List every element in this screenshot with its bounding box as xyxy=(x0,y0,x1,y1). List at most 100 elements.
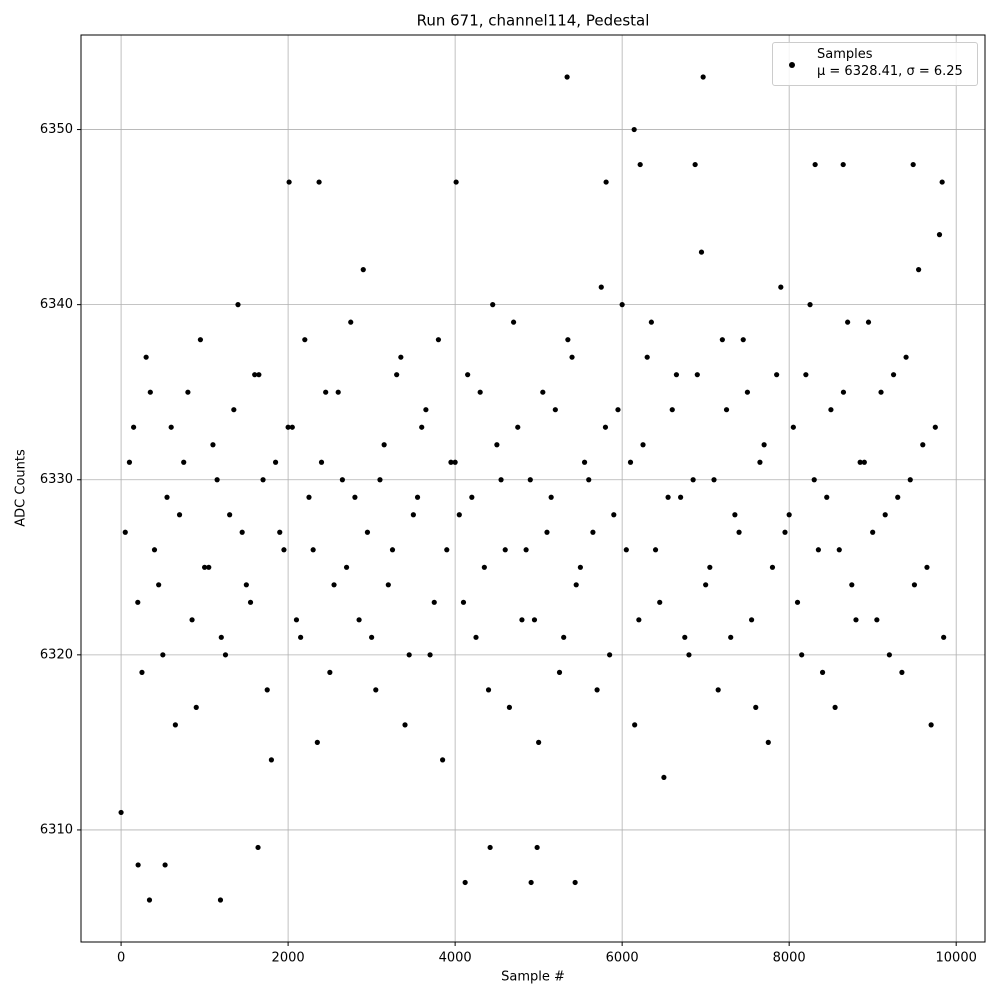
data-point xyxy=(861,459,867,465)
x-tick-label: 4000 xyxy=(439,951,472,966)
data-point xyxy=(673,372,680,378)
data-point xyxy=(536,739,542,745)
data-point xyxy=(406,652,412,658)
data-point xyxy=(853,617,859,623)
data-point xyxy=(135,599,141,605)
data-point xyxy=(840,161,846,168)
data-point xyxy=(160,652,166,658)
data-point xyxy=(448,459,454,465)
data-point xyxy=(865,319,872,325)
data-point xyxy=(910,161,916,168)
data-point xyxy=(807,302,813,308)
data-point xyxy=(394,372,400,378)
data-point xyxy=(277,529,283,535)
data-point xyxy=(857,459,863,465)
data-point xyxy=(176,512,183,518)
data-point xyxy=(652,547,659,553)
data-point xyxy=(218,634,224,640)
data-point xyxy=(786,512,792,518)
data-point xyxy=(168,424,174,430)
data-point xyxy=(736,529,742,535)
data-point xyxy=(544,529,550,535)
data-point xyxy=(540,389,546,395)
data-point xyxy=(552,407,558,413)
data-point xyxy=(485,687,492,693)
data-point xyxy=(189,617,195,623)
data-point xyxy=(126,459,133,465)
data-point xyxy=(527,477,533,483)
y-tick-label: 6310 xyxy=(40,822,73,837)
data-point xyxy=(201,564,208,570)
data-point xyxy=(836,547,842,553)
data-point xyxy=(410,512,416,518)
data-point xyxy=(611,512,617,518)
data-point xyxy=(369,634,375,640)
data-point xyxy=(665,494,671,500)
data-point xyxy=(286,179,292,185)
data-point xyxy=(510,319,517,325)
data-point xyxy=(753,704,759,710)
data-point xyxy=(924,564,930,570)
data-point xyxy=(217,897,224,903)
data-point xyxy=(327,669,333,675)
data-point xyxy=(870,529,876,535)
y-axis-label: ADC Counts xyxy=(14,449,29,527)
data-point xyxy=(206,564,212,570)
legend: Samples μ = 6328.41, σ = 6.25 xyxy=(772,42,978,86)
data-point xyxy=(314,739,320,745)
data-point xyxy=(657,599,663,605)
data-point xyxy=(723,407,730,413)
data-point xyxy=(444,547,450,553)
chart-title: Run 671, channel114, Pedestal xyxy=(417,12,650,30)
data-point xyxy=(172,722,178,728)
data-point xyxy=(895,494,901,500)
legend-label: Samples μ = 6328.41, σ = 6.25 xyxy=(817,47,963,79)
data-point xyxy=(692,161,698,168)
data-point xyxy=(845,319,851,325)
data-point xyxy=(573,582,579,588)
data-point xyxy=(700,74,706,80)
data-point xyxy=(385,582,391,588)
data-point xyxy=(644,354,650,360)
data-point xyxy=(453,179,459,185)
data-point xyxy=(744,389,751,395)
y-tick-label: 6330 xyxy=(40,472,73,487)
data-point xyxy=(252,372,258,378)
data-point xyxy=(661,774,667,781)
data-point xyxy=(389,547,396,553)
data-point xyxy=(268,757,275,763)
data-point xyxy=(440,757,446,763)
x-tick-label: 10000 xyxy=(936,951,977,966)
data-point xyxy=(812,161,818,168)
data-point xyxy=(465,372,471,378)
data-point xyxy=(131,424,137,430)
data-point xyxy=(581,459,588,465)
data-point xyxy=(799,652,805,658)
data-point xyxy=(882,512,888,518)
data-point xyxy=(548,494,554,500)
data-point xyxy=(619,302,625,308)
data-point xyxy=(481,564,487,570)
data-point xyxy=(598,284,604,290)
data-point xyxy=(637,161,643,168)
data-point xyxy=(939,179,945,185)
data-point xyxy=(256,372,262,378)
data-point xyxy=(794,599,801,605)
data-point xyxy=(761,442,767,448)
legend-marker xyxy=(789,62,795,68)
data-point xyxy=(122,529,128,535)
data-point xyxy=(419,424,425,430)
data-point xyxy=(815,547,821,553)
data-point xyxy=(886,652,892,658)
data-point xyxy=(462,879,468,886)
data-point xyxy=(343,564,350,570)
data-point xyxy=(210,442,216,448)
data-point xyxy=(231,407,237,413)
data-point xyxy=(135,862,141,868)
data-point xyxy=(577,564,583,570)
data-point xyxy=(594,687,600,693)
data-point xyxy=(118,809,124,816)
data-point xyxy=(373,687,379,693)
data-point xyxy=(243,582,249,588)
data-point xyxy=(435,337,442,343)
